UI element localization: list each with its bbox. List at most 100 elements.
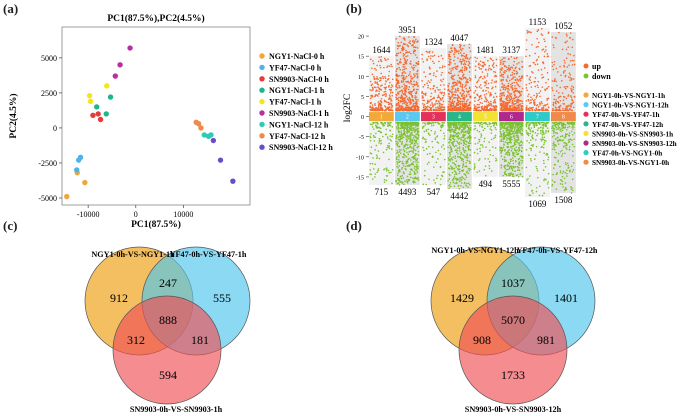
log2fc-category-label: 4 [458, 115, 461, 121]
log2fc-down-point [457, 155, 459, 158]
log2fc-up-point [447, 106, 450, 109]
log2fc-down-point [572, 124, 574, 127]
log2fc-down-point [554, 131, 557, 134]
log2fc-down-point [489, 122, 492, 125]
log2fc-up-point [478, 98, 481, 101]
log2fc-down-point [382, 135, 384, 138]
log2fc-down-point [503, 158, 506, 161]
log2fc-up-point [417, 85, 419, 88]
log2fc-down-point [469, 134, 471, 137]
log2fc-up-point [488, 67, 490, 70]
log2fc-up-point [403, 75, 405, 77]
log2fc-up-point [380, 85, 382, 87]
log2fc-up-point [566, 109, 569, 111]
log2fc-down-point [553, 148, 556, 151]
log2fc-up-point [401, 100, 404, 103]
log2fc-up-point [458, 70, 460, 73]
log2fc-up-point [513, 60, 515, 63]
log2fc-down-point [406, 175, 409, 178]
log2fc-up-point [451, 86, 453, 88]
log2fc-up-point [406, 44, 408, 46]
log2fc-up-point [501, 75, 503, 77]
log2fc-up-point [409, 73, 411, 75]
log2fc-down-point [405, 127, 407, 129]
log2fc-up-point [499, 89, 502, 91]
log2fc-down-point [456, 182, 458, 185]
log2fc-up-point [463, 55, 466, 58]
log2fc-down-point [561, 149, 563, 152]
log2fc-up-point [428, 106, 431, 108]
log2fc-down-point [495, 124, 498, 126]
log2fc-down-point [417, 168, 419, 170]
log2fc-up-point [438, 100, 440, 103]
log2fc-down-point [461, 176, 463, 178]
log2fc-up-point [414, 74, 416, 77]
log2fc-down-point [412, 137, 415, 139]
log2fc-up-point [371, 95, 374, 98]
log2fc-up-point [395, 38, 397, 40]
log2fc-down-point [411, 138, 413, 141]
log2fc-up-point [518, 75, 521, 78]
log2fc-down-point [515, 174, 518, 177]
log2fc-up-point [534, 77, 537, 79]
log2fc-down-point [415, 161, 417, 163]
log2fc-down-point [451, 171, 454, 174]
log2fc-up-point [492, 59, 494, 62]
log2fc-up-point [514, 85, 516, 87]
log2fc-down-point [536, 169, 539, 172]
log2fc-down-point [371, 126, 374, 128]
log2fc-up-point [532, 72, 534, 74]
log2fc-down-point [573, 145, 576, 148]
log2fc-down-point [453, 185, 456, 187]
log2fc-down-point [493, 122, 496, 124]
log2fc-down-point [508, 148, 510, 151]
log2fc-down-point [428, 178, 430, 181]
log2fc-down-point [540, 132, 542, 135]
log2fc-up-point [369, 102, 372, 104]
log2fc-up-point [426, 82, 428, 85]
log2fc-down-point [500, 127, 502, 130]
log2fc-up-point [570, 96, 573, 99]
log2fc-up-point [538, 41, 540, 44]
log2fc-up-point [535, 46, 538, 48]
log2fc-up-point [516, 83, 519, 85]
log2fc-up-point [525, 84, 528, 86]
log2fc-up-point [452, 68, 454, 71]
log2fc-up-point [430, 92, 433, 95]
log2fc-up-point [546, 103, 549, 105]
log2fc-up-point [379, 99, 382, 102]
log2fc-down-point [488, 149, 491, 152]
log2fc-up-point [371, 73, 374, 76]
log2fc-up-point [510, 98, 513, 100]
log2fc-up-point [423, 71, 425, 73]
log2fc-up-count: 1153 [529, 17, 547, 27]
log2fc-down-point [473, 122, 476, 124]
log2fc-up-point [401, 109, 404, 112]
log2fc-up-point [378, 92, 380, 95]
log2fc-up-point [369, 97, 372, 100]
log2fc-up-point [371, 83, 374, 85]
log2fc-up-point [404, 94, 407, 96]
log2fc-down-point [431, 155, 434, 158]
log2fc-up-point [558, 106, 561, 109]
log2fc-up-point [486, 75, 489, 77]
log2fc-up-point [412, 105, 415, 108]
log2fc-up-point [370, 94, 372, 97]
log2fc-down-point [457, 124, 460, 126]
log2fc-up-point [507, 76, 509, 79]
log2fc-down-point [559, 150, 562, 153]
log2fc-up-point [452, 102, 455, 104]
log2fc-down-point [415, 153, 418, 156]
log2fc-up-point [463, 98, 466, 101]
log2fc-up-point [438, 103, 440, 105]
log2fc-down-point [465, 155, 468, 158]
log2fc-up-point [459, 43, 461, 46]
log2fc-up-point [405, 75, 408, 78]
log2fc-down-point [467, 121, 470, 124]
log2fc-up-point [380, 104, 382, 107]
log2fc-down-point [530, 184, 532, 186]
log2fc-up-point [492, 63, 495, 66]
log2fc-up-point [440, 54, 443, 57]
log2fc-up-point [383, 86, 386, 89]
log2fc-down-point [413, 173, 416, 175]
